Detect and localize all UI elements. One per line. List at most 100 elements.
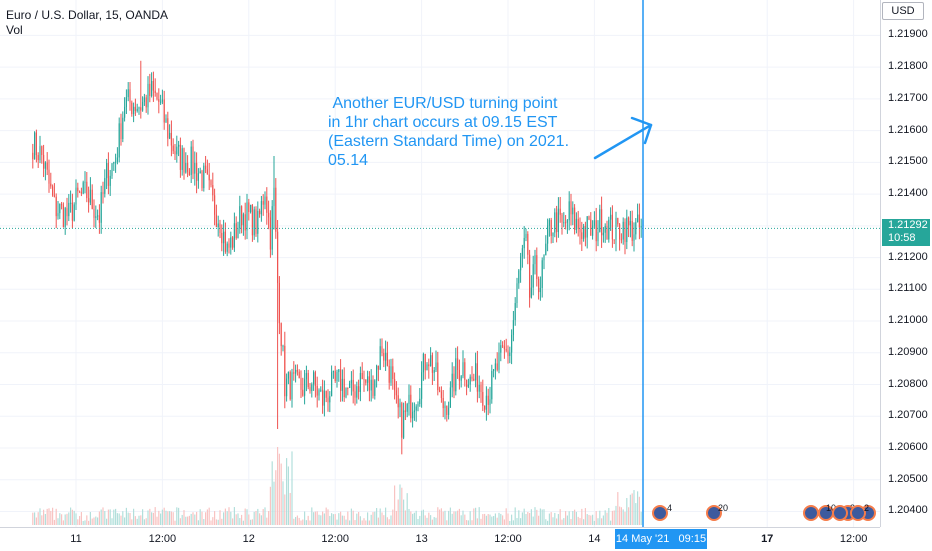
volume-bar bbox=[377, 517, 379, 525]
candle-body bbox=[332, 370, 334, 373]
volume-bar bbox=[151, 512, 153, 525]
volume-bar bbox=[320, 515, 322, 525]
volume-bar bbox=[278, 453, 280, 525]
volume-bar bbox=[399, 484, 401, 525]
candle-body bbox=[316, 385, 318, 396]
economic-event-flag-icon[interactable] bbox=[652, 505, 668, 521]
volume-bar bbox=[161, 509, 163, 525]
economic-event-flag-icon[interactable] bbox=[706, 505, 722, 521]
annotation-text[interactable]: Another EUR/USD turning point in 1hr cha… bbox=[328, 95, 570, 169]
candle-body bbox=[273, 187, 275, 207]
candle-body bbox=[412, 411, 414, 419]
volume-bar bbox=[462, 510, 464, 525]
volume-bar bbox=[311, 507, 313, 525]
volume-bar bbox=[543, 509, 545, 525]
volume-bar bbox=[188, 515, 190, 525]
candle-body bbox=[75, 187, 77, 205]
candle-body bbox=[280, 323, 282, 347]
volume-bar bbox=[359, 516, 361, 525]
candle-body bbox=[165, 118, 167, 123]
volume-bar bbox=[385, 507, 387, 525]
economic-event-flag-icon[interactable] bbox=[803, 505, 819, 521]
candle-body bbox=[363, 379, 365, 381]
volume-bar bbox=[304, 511, 306, 525]
candle-body bbox=[556, 212, 558, 233]
candle-body bbox=[374, 380, 376, 396]
candle-body bbox=[388, 365, 390, 383]
event-count-label: 4 bbox=[667, 503, 673, 513]
volume-bar bbox=[156, 516, 158, 525]
candle-body bbox=[97, 215, 99, 217]
currency-badge[interactable]: USD bbox=[882, 2, 924, 20]
candle-body bbox=[530, 287, 532, 298]
candle-body bbox=[415, 406, 417, 411]
economic-event-flag-icon[interactable] bbox=[850, 505, 866, 521]
volume-bar bbox=[271, 461, 273, 525]
symbol-title[interactable]: Euro / U.S. Dollar, 15, OANDA bbox=[6, 8, 169, 22]
candle-body bbox=[278, 283, 280, 324]
candle-body bbox=[113, 162, 115, 164]
volume-bar bbox=[62, 520, 64, 525]
candle-body bbox=[611, 214, 613, 240]
volume-bar bbox=[518, 510, 520, 525]
candle-body bbox=[55, 196, 57, 217]
volume-bar bbox=[309, 520, 311, 525]
candle-body bbox=[604, 225, 606, 233]
volume-bar bbox=[493, 516, 495, 525]
volume-bar bbox=[358, 512, 360, 525]
volume-bar bbox=[392, 509, 394, 525]
time-axis[interactable]: 11 12:00 12 12:00 13 12:00 14 17 12:00 bbox=[0, 527, 880, 551]
candle-body bbox=[525, 233, 527, 238]
volume-bar bbox=[269, 486, 271, 525]
candle-body bbox=[635, 222, 637, 235]
candle-body bbox=[95, 216, 97, 218]
candle-body bbox=[277, 231, 279, 284]
time-tick-label: 11 bbox=[70, 533, 82, 545]
volume-bar bbox=[349, 520, 351, 525]
volume-indicator-label[interactable]: Vol bbox=[6, 23, 23, 37]
candle-body bbox=[358, 386, 360, 392]
volume-bar bbox=[248, 514, 250, 525]
volume-bar bbox=[314, 511, 316, 525]
volume-bar bbox=[291, 451, 293, 525]
candle-body bbox=[325, 390, 327, 398]
time-tick-label: 12:00 bbox=[839, 533, 868, 545]
volume-bar bbox=[80, 512, 82, 525]
volume-bar bbox=[260, 515, 262, 525]
candle-body bbox=[320, 389, 322, 391]
economic-event-flag-icon[interactable] bbox=[832, 505, 848, 521]
volume-bar bbox=[593, 520, 595, 525]
volume-bar bbox=[289, 492, 291, 525]
price-tick-label: 1.21000 bbox=[888, 314, 928, 327]
candle-body bbox=[203, 165, 205, 189]
candle-body bbox=[68, 202, 70, 217]
candle-body bbox=[628, 217, 630, 226]
candle-body bbox=[35, 132, 37, 156]
volume-bar bbox=[237, 513, 239, 525]
candle-body bbox=[512, 320, 514, 335]
candle-body bbox=[88, 198, 90, 203]
volume-bar bbox=[52, 507, 54, 525]
volume-bar bbox=[435, 517, 437, 525]
volume-bar bbox=[611, 510, 613, 525]
volume-bar bbox=[633, 490, 635, 525]
chart-legend[interactable]: Euro / U.S. Dollar, 15, OANDA Vol bbox=[6, 8, 168, 38]
volume-bar bbox=[566, 515, 568, 525]
volume-bar bbox=[383, 515, 385, 525]
candle-body bbox=[350, 379, 352, 384]
volume-bar bbox=[354, 520, 356, 525]
candle-body bbox=[125, 97, 127, 107]
volume-bar bbox=[41, 515, 43, 525]
volume-bar bbox=[264, 507, 266, 525]
price-tick-label: 1.21900 bbox=[888, 28, 928, 41]
candle-body bbox=[462, 362, 464, 377]
price-axis[interactable]: 1.21900 1.21800 1.21700 1.21600 1.21500 1.214… bbox=[880, 0, 932, 527]
candle-body bbox=[367, 376, 369, 383]
candle-body bbox=[190, 146, 192, 175]
volume-bar bbox=[136, 518, 138, 525]
candle-body bbox=[392, 366, 394, 380]
volume-bar bbox=[86, 515, 88, 525]
volume-bar bbox=[471, 520, 473, 525]
candle-body bbox=[613, 239, 615, 241]
